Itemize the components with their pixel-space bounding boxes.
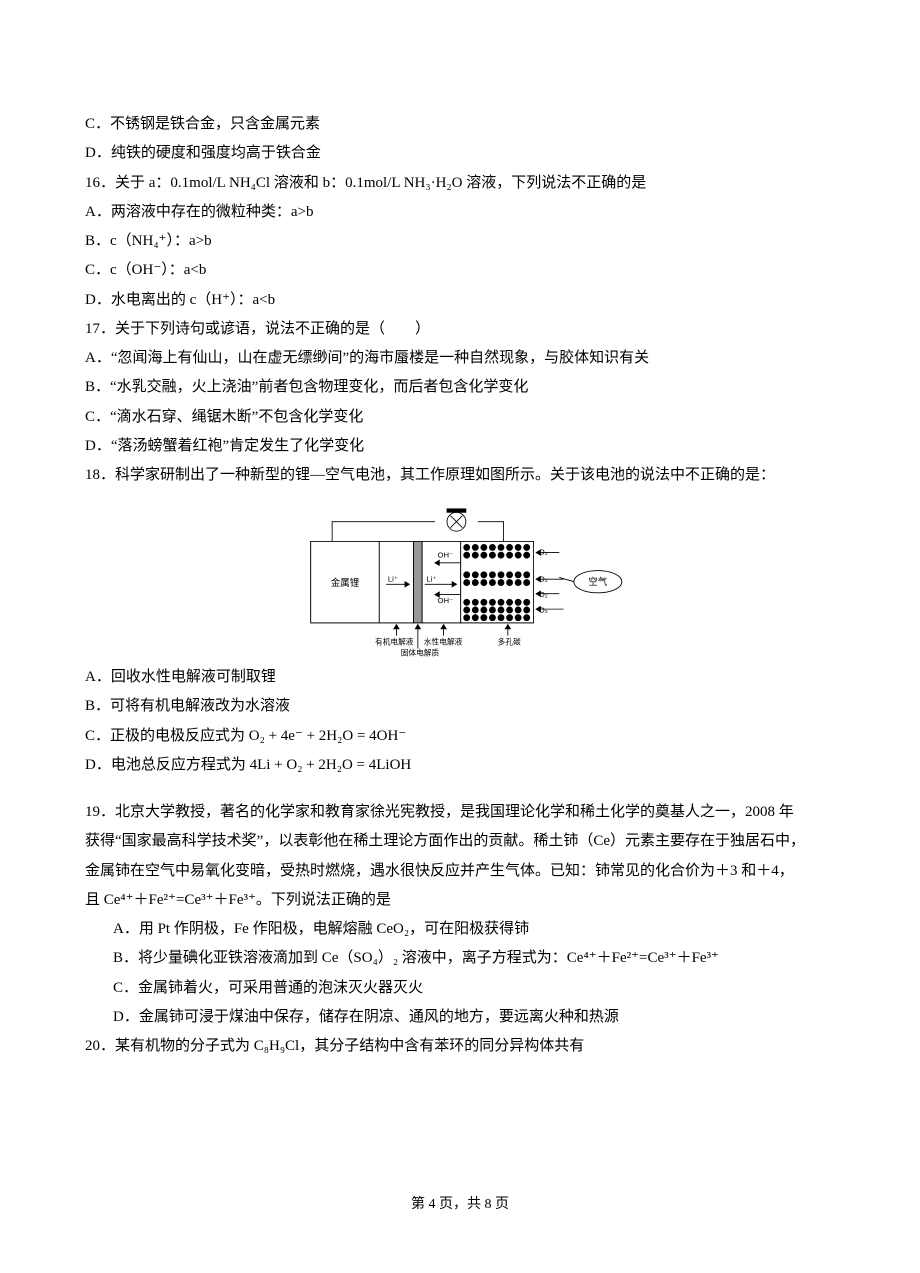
q16-stem: 16．关于 a：0.1mol/L NH₄Cl 溶液和 b：0.1mol/L NH… — [85, 169, 845, 198]
q18-stem: 18．科学家研制出了一种新型的锂—空气电池，其工作原理如图所示。关于该电池的说法… — [85, 461, 845, 490]
q19-line3: 金属铈在空气中易氧化变暗，受热时燃烧，遇水很快反应并产生气体。已知：铈常见的化合… — [85, 857, 845, 886]
q17-stem: 17．关于下列诗句或谚语，说法不正确的是（ ） — [85, 315, 845, 344]
page-footer: 第 4 页，共 8 页 — [0, 1191, 920, 1218]
q19-line4: 且 Ce⁴⁺＋Fe²⁺=Ce³⁺＋Fe³⁺。下列说法正确的是 — [85, 886, 845, 915]
q19-option-b: B．将少量碘化亚铁溶液滴加到 Ce（SO₄）₂ 溶液中，离子方程式为：Ce⁴⁺＋… — [85, 944, 845, 973]
q16-option-b: B．c（NH₄⁺）：a>b — [85, 227, 845, 256]
svg-text:OH⁻: OH⁻ — [438, 551, 454, 560]
q18-option-a: A．回收水性电解液可制取锂 — [85, 663, 845, 692]
q19-option-c: C．金属铈着火，可采用普通的泡沫灭火器灭火 — [85, 974, 845, 1003]
q18-option-b: B．可将有机电解液改为水溶液 — [85, 692, 845, 721]
q17-option-c: C．“滴水石穿、绳锯木断”不包含化学变化 — [85, 403, 845, 432]
svg-text:Li⁺: Li⁺ — [426, 575, 436, 584]
svg-text:OH⁻: OH⁻ — [438, 596, 454, 605]
q16-option-d: D．水电离出的 c（H⁺）：a<b — [85, 286, 845, 315]
q18-option-d: D．电池总反应方程式为 4Li + O₂ + 2H₂O = 4LiOH — [85, 751, 845, 780]
svg-text:多孔碳: 多孔碳 — [498, 637, 521, 647]
svg-text:Li⁺: Li⁺ — [388, 575, 398, 584]
q16-option-c: C．c（OH⁻）：a<b — [85, 256, 845, 285]
q19-line1: 19．北京大学教授，著名的化学家和教育家徐光宪教授，是我国理论化学和稀土化学的奠… — [85, 798, 845, 827]
q17-option-a: A．“忽闻海上有仙山，山在虚无缥缈间”的海市蜃楼是一种自然现象，与胶体知识有关 — [85, 344, 845, 373]
q15-option-d: D．纯铁的硬度和强度均高于铁合金 — [85, 139, 845, 168]
svg-text:固体电解质: 固体电解质 — [401, 648, 440, 658]
battery-diagram: Li⁺ Li⁺ OH⁻ OH⁻ O₂ O₂ O₂ O₂ 空气 金属锂 — [285, 496, 645, 659]
q19-line2: 获得“国家最高科学技术奖”，以表彰他在稀土理论方面作出的贡献。稀土铈（Ce）元素… — [85, 827, 845, 856]
svg-text:有机电解液: 有机电解液 — [375, 637, 414, 647]
svg-text:水性电解液: 水性电解液 — [424, 637, 463, 647]
svg-text:空气: 空气 — [588, 576, 607, 588]
q19-option-a: A．用 Pt 作阴极，Fe 作阳极，电解熔融 CeO₂，可在阳极获得铈 — [85, 915, 845, 944]
q17-option-d: D．“落汤螃蟹着红袍”肯定发生了化学变化 — [85, 432, 845, 461]
q20-stem: 20．某有机物的分子式为 C₈H₉Cl，其分子结构中含有苯环的同分异构体共有 — [85, 1032, 845, 1061]
q18-option-c: C．正极的电极反应式为 O₂ + 4e⁻ + 2H₂O = 4OH⁻ — [85, 722, 845, 751]
q19-option-d: D．金属铈可浸于煤油中保存，储存在阴凉、通风的地方，要远离火种和热源 — [85, 1003, 845, 1032]
q16-option-a: A．两溶液中存在的微粒种类：a>b — [85, 198, 845, 227]
q15-option-c: C．不锈钢是铁合金，只含金属元素 — [85, 110, 845, 139]
svg-text:金属锂: 金属锂 — [331, 577, 359, 589]
q17-option-b: B．“水乳交融，火上浇油”前者包含物理变化，而后者包含化学变化 — [85, 373, 845, 402]
